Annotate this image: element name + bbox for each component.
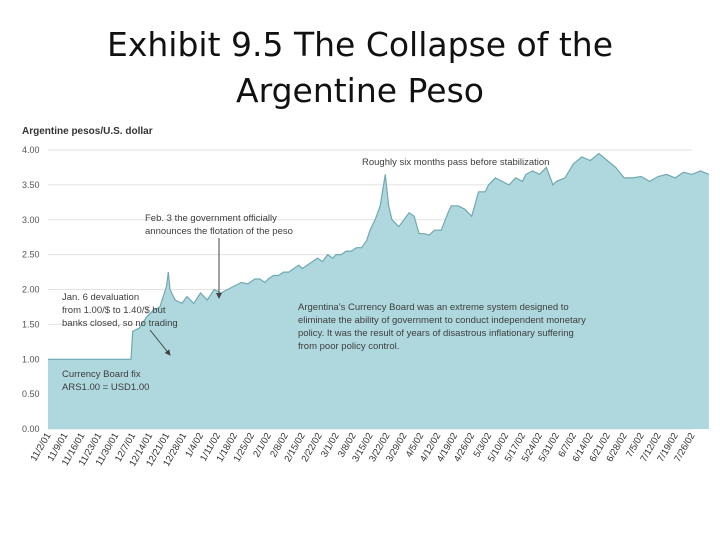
y-tick-label: 2.00 bbox=[22, 285, 40, 295]
y-tick-label: 0.50 bbox=[22, 389, 40, 399]
annotation-jan6: Jan. 6 devaluation from 1.00/$ to 1.40/$… bbox=[62, 292, 178, 356]
slide-title-line-1: Exhibit 9.5 The Collapse of the bbox=[106, 25, 614, 64]
annotation-currency-board-line-2: ARS1.00 = USD1.00 bbox=[62, 382, 149, 393]
y-tick-label: 4.00 bbox=[22, 145, 40, 155]
annotation-currency-board-explanation: Argentina’s Currency Board was an extrem… bbox=[298, 302, 586, 352]
y-tick-label: 2.50 bbox=[22, 250, 40, 260]
annotation-currency-board-line-1: Currency Board fix bbox=[62, 369, 141, 380]
annotation-jan6-line-3: banks closed, so no trading bbox=[62, 318, 178, 329]
annotation-cb-line-2: eliminate the ability of government to c… bbox=[298, 315, 586, 326]
annotation-feb3-line-1: Feb. 3 the government officially bbox=[145, 213, 277, 224]
y-axis-ticks: 0.00 0.50 1.00 1.50 2.00 2.50 3.00 3.50 4.00 bbox=[22, 145, 40, 434]
y-tick-label: 3.50 bbox=[22, 180, 40, 190]
x-axis-ticks: 11/2/0111/9/0111/16/0111/23/0111/30/0112… bbox=[29, 431, 698, 469]
slide-title-line-2: Argentine Peso bbox=[236, 71, 484, 110]
annotation-jan6-line-1: Jan. 6 devaluation bbox=[62, 292, 139, 303]
slide-title: Exhibit 9.5 The Collapse of the Argentin… bbox=[0, 22, 720, 114]
annotation-six-months: Roughly six months pass before stabiliza… bbox=[362, 157, 549, 168]
annotation-cb-line-3: policy. It was the result of years of di… bbox=[298, 328, 574, 339]
exchange-rate-area bbox=[48, 153, 709, 429]
annotation-cb-line-4: from poor policy control. bbox=[298, 341, 399, 352]
y-axis-label: Argentine pesos/U.S. dollar bbox=[22, 126, 153, 137]
y-tick-label: 1.00 bbox=[22, 354, 40, 364]
exchange-rate-line bbox=[48, 152, 710, 360]
annotation-jan6-line-2: from 1.00/$ to 1.40/$ but bbox=[62, 305, 166, 316]
annotation-jan6-arrow bbox=[149, 329, 171, 356]
annotation-cb-line-1: Argentina’s Currency Board was an extrem… bbox=[298, 302, 569, 313]
y-tick-label: 3.00 bbox=[22, 215, 40, 225]
y-tick-label: 1.50 bbox=[22, 319, 40, 329]
annotation-feb3: Feb. 3 the government officially announc… bbox=[145, 213, 293, 299]
y-tick-label: 0.00 bbox=[22, 424, 40, 434]
peso-chart: Argentine pesos/U.S. dollar 0.00 0.50 1.00… bbox=[22, 126, 710, 469]
annotation-currency-board: Currency Board fix ARS1.00 = USD1.00 bbox=[62, 369, 149, 393]
annotation-feb3-line-2: announces the flotation of the peso bbox=[145, 226, 293, 237]
